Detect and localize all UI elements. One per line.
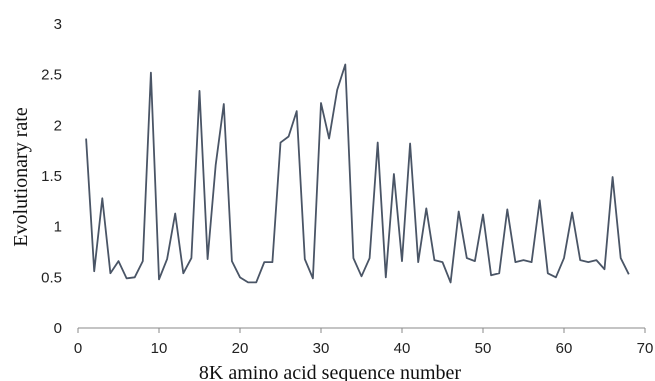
x-tick-label: 60 <box>556 340 573 357</box>
x-tick-label: 40 <box>394 340 411 357</box>
y-tick-label: 2.5 <box>41 67 62 84</box>
x-axis-title: 8K amino acid sequence number <box>199 362 461 381</box>
y-tick-label: 1 <box>54 219 62 236</box>
x-tick-label: 50 <box>475 340 492 357</box>
y-tick-label: 0.5 <box>41 269 62 286</box>
x-tick-label: 30 <box>313 340 330 357</box>
x-axis-ticks: 0 10 20 30 40 50 60 70 <box>74 328 654 357</box>
x-tick-label: 20 <box>232 340 249 357</box>
x-tick-label: 70 <box>637 340 654 357</box>
y-axis-title: Evolutionary rate <box>10 107 32 247</box>
series-line <box>85 63 630 284</box>
x-tick-label: 0 <box>74 340 82 357</box>
y-axis-ticks: 0 0.5 1 1.5 2 2.5 3 <box>41 16 62 337</box>
y-tick-label: 1.5 <box>41 168 62 185</box>
x-tick-label: 10 <box>151 340 168 357</box>
y-tick-label: 3 <box>54 16 62 33</box>
y-tick-label: 0 <box>54 320 62 337</box>
y-tick-label: 2 <box>54 117 62 134</box>
